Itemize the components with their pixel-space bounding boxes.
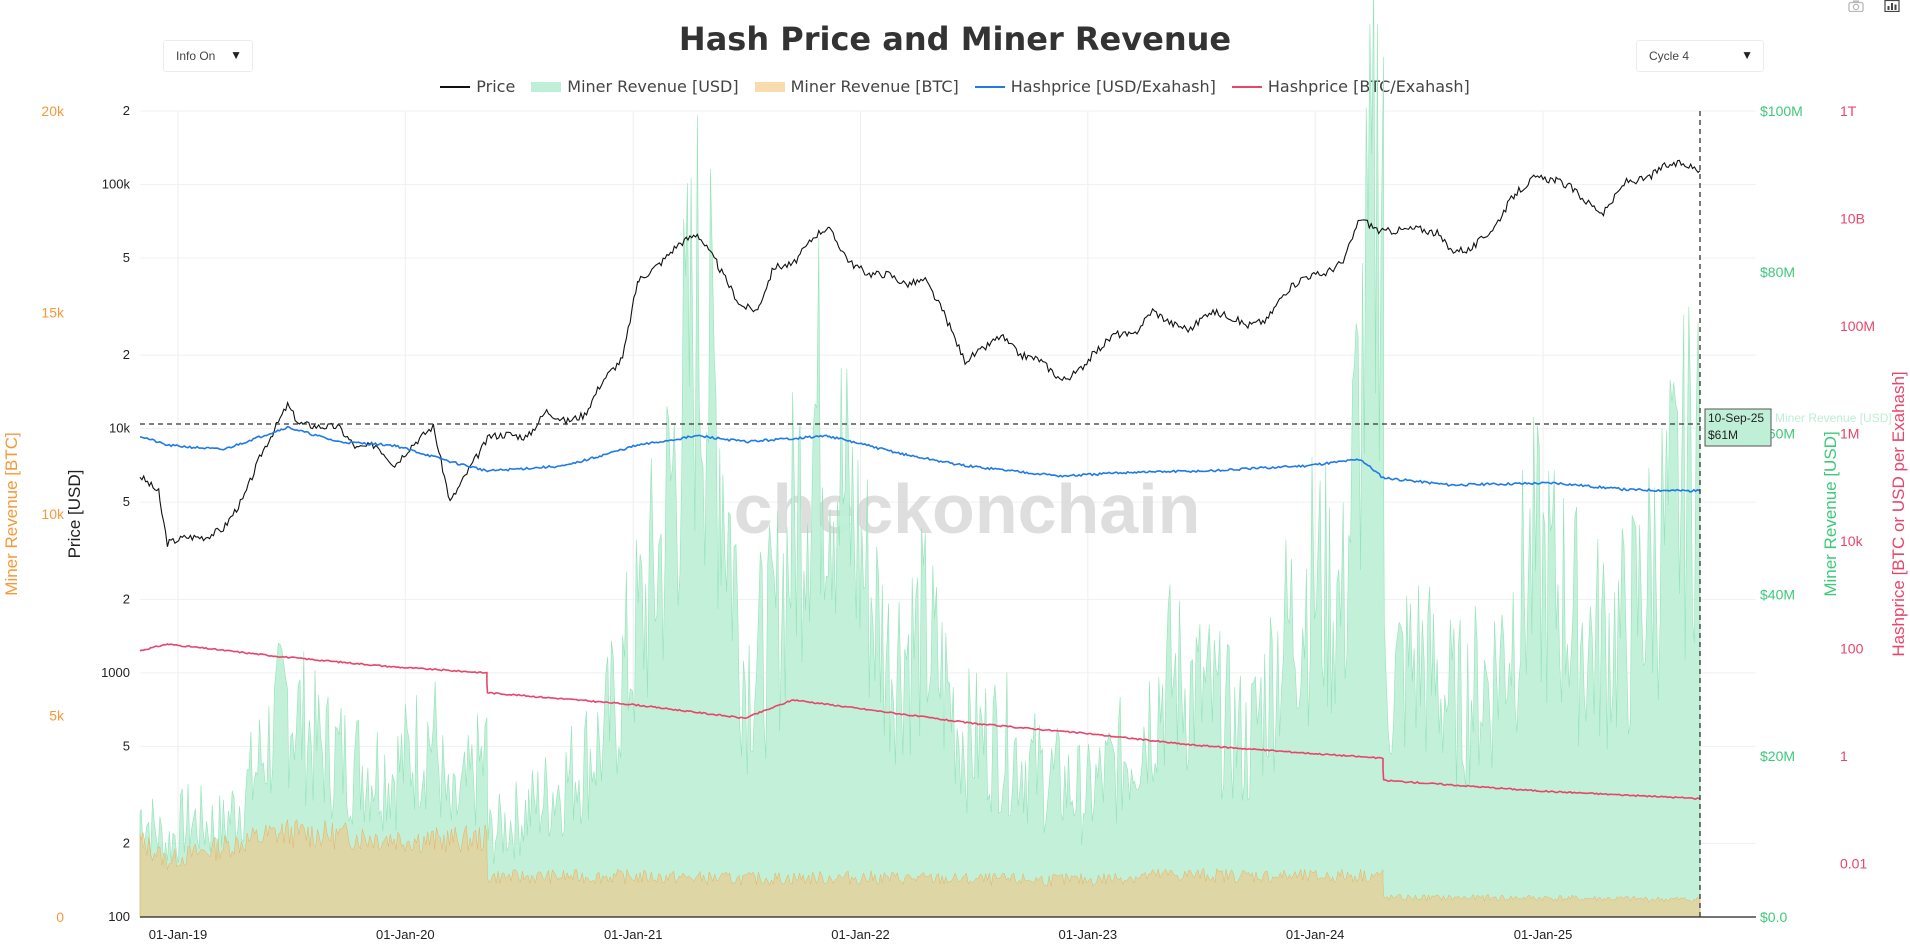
hashprice-axis-title: Hashprice [BTC or USD per Exahash] [1889, 371, 1908, 656]
caret-down-icon: ▼ [1741, 48, 1753, 62]
camera-icon[interactable] [1848, 0, 1864, 12]
price-tick-label: 10k [109, 421, 130, 436]
price-tick-label: 5 [123, 494, 130, 509]
price-tick-label: 2 [123, 835, 130, 850]
miner-revenue-usd-area [139, 0, 1701, 918]
hashprice-tick-label: 100M [1840, 318, 1875, 334]
price-tick-label: 100 [108, 909, 130, 924]
btc-tick-label: 15k [41, 305, 65, 321]
legend-swatch-hash-btc [1231, 85, 1262, 88]
usd-axis-title: Miner Revenue [USD] [1821, 431, 1840, 596]
x-tick-label: 01-Jan-25 [1514, 927, 1573, 942]
btc-axis-title: Miner Revenue [BTC] [2, 432, 21, 595]
price-tick-label: 5 [123, 738, 130, 753]
hashprice-tick-label: 10B [1840, 210, 1865, 226]
x-tick-label: 01-Jan-23 [1059, 927, 1118, 942]
legend-label-hash-btc: Hashprice [BTC/Exahash] [1267, 77, 1470, 96]
legend-label-hash-usd: Hashprice [USD/Exahash] [1010, 77, 1216, 96]
usd-tick-label: $0.0 [1760, 909, 1787, 925]
price-axis-title: Price [USD] [65, 470, 84, 559]
hover-series-name: Miner Revenue [USD] [1775, 411, 1892, 425]
legend-label-price: Price [476, 77, 516, 96]
price-tick-label: 5 [123, 250, 130, 265]
legend-swatch-rev-btc [754, 81, 785, 92]
hashprice-usd-line [139, 425, 1701, 493]
watermark-text: checkonchain [734, 470, 1201, 548]
price-tick-label: 2 [123, 103, 130, 118]
legend-item-price[interactable]: Price [440, 77, 515, 96]
info-dropdown-value: Info On [176, 49, 216, 63]
price-tick-label: 2 [123, 347, 130, 362]
cycle-dropdown[interactable]: Cycle 4 ▼ [1636, 40, 1764, 72]
hashprice-tick-label: 100 [1840, 640, 1864, 656]
legend-swatch-hash-usd [974, 85, 1005, 88]
caret-down-icon: ▼ [230, 48, 242, 62]
legend-label-rev-btc: Miner Revenue [BTC] [790, 77, 959, 96]
line-series [139, 159, 1701, 800]
btc-tick-label: 5k [49, 708, 65, 724]
x-tick-label: 01-Jan-20 [376, 927, 435, 942]
btc-tick-label: 10k [41, 506, 65, 522]
x-tick-label: 01-Jan-21 [604, 927, 663, 942]
hashprice-tick-label: 1T [1840, 103, 1857, 119]
miner-revenue-btc-area [139, 819, 1701, 918]
legend-label-rev-usd: Miner Revenue [USD] [567, 77, 739, 96]
price-tick-label: 100k [102, 177, 131, 192]
legend-swatch-rev-usd [531, 81, 562, 92]
hashprice-tick-label: 0.01 [1840, 855, 1867, 871]
usd-tick-label: $100M [1760, 103, 1803, 119]
price-line [139, 159, 1701, 547]
hover-value: $61M [1708, 428, 1738, 442]
hover-tooltip: 10-Sep-25 $61M Miner Revenue [USD] [1704, 408, 1892, 447]
hashprice-btc-line [139, 643, 1701, 800]
legend-item-hash-usd[interactable]: Hashprice [USD/Exahash] [974, 77, 1216, 96]
x-tick-label: 01-Jan-24 [1286, 927, 1345, 942]
hover-date: 10-Sep-25 [1708, 411, 1764, 425]
btc-tick-label: 0 [56, 909, 64, 925]
legend-item-hash-btc[interactable]: Hashprice [BTC/Exahash] [1231, 77, 1470, 96]
usd-tick-label: $20M [1760, 748, 1795, 764]
hashprice-tick-label: 1 [1840, 748, 1848, 764]
hashprice-tick-label: 1M [1840, 425, 1859, 441]
chart-title: Hash Price and Miner Revenue [678, 20, 1232, 58]
price-tick-label: 2 [123, 591, 130, 606]
hover-tooltip-box [1704, 408, 1772, 447]
hashprice-tick-label: 10k [1840, 533, 1864, 549]
legend-item-rev-usd[interactable]: Miner Revenue [USD] [531, 77, 739, 96]
usd-tick-label: $80M [1760, 264, 1795, 280]
legend-item-rev-btc[interactable]: Miner Revenue [BTC] [754, 77, 959, 96]
cycle-dropdown-value: Cycle 4 [1649, 49, 1690, 63]
x-tick-label: 01-Jan-22 [831, 927, 890, 942]
btc-tick-label: 20k [41, 103, 65, 119]
info-dropdown[interactable]: Info On ▼ [163, 40, 253, 72]
chart-legend: Price Miner Revenue [USD] Miner Revenue … [0, 77, 1910, 96]
usd-tick-label: $40M [1760, 587, 1795, 603]
plotly-logo-icon[interactable] [1884, 0, 1900, 12]
x-tick-label: 01-Jan-19 [149, 927, 208, 942]
area-series [139, 0, 1701, 918]
price-tick-label: 1000 [101, 665, 130, 680]
legend-swatch-price [440, 85, 471, 88]
axes: 01-Jan-19 01-Jan-20 01-Jan-21 01-Jan-22 01-J… [2, 103, 1908, 942]
